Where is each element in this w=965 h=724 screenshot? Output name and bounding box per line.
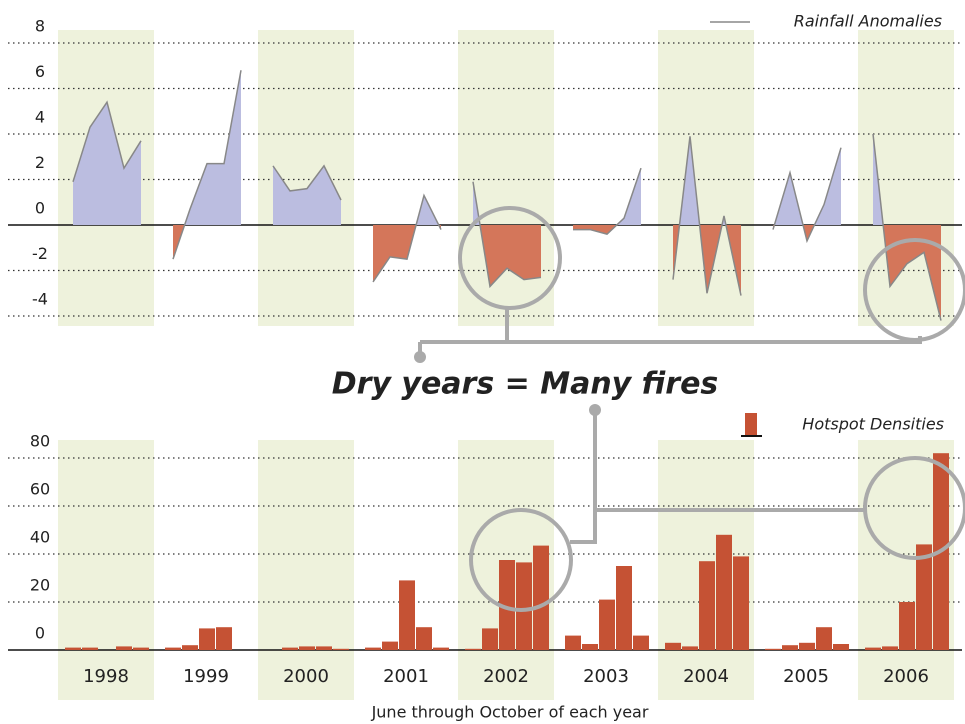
line (72, 100, 142, 183)
bar (582, 644, 598, 650)
bar (499, 560, 515, 650)
year-band (458, 30, 554, 326)
line (872, 133, 942, 321)
bar (82, 647, 98, 650)
bar (133, 647, 149, 650)
y-tick-label: 80 (30, 432, 50, 451)
y-tick-label: 8 (35, 17, 45, 36)
line (772, 147, 842, 244)
bar (216, 627, 232, 650)
bar (465, 648, 481, 650)
y-tick-label: 0 (35, 199, 45, 218)
x-tick-label: 2003 (583, 666, 629, 687)
line (573, 167, 642, 235)
bar (299, 646, 315, 650)
bar (599, 599, 615, 650)
bar (682, 646, 698, 650)
bar (733, 556, 749, 650)
x-tick-label: 1998 (83, 666, 129, 687)
line (272, 164, 342, 201)
area-positive (774, 147, 841, 225)
bar (282, 647, 298, 650)
area-negative (373, 225, 441, 282)
line (172, 70, 242, 260)
x-tick-label: 2002 (483, 666, 529, 687)
legend-label: Hotspot Densities (802, 415, 944, 434)
y-tick-label: 60 (30, 480, 50, 499)
annotation-shapes (414, 206, 965, 612)
y-tick-label: -4 (32, 290, 48, 309)
bar (916, 544, 932, 650)
year-band (258, 30, 354, 326)
bar (365, 647, 381, 650)
bar (116, 646, 132, 650)
x-tick-label: 2001 (383, 666, 429, 687)
bar (65, 647, 81, 650)
area-positive (73, 102, 141, 225)
bar (199, 628, 215, 650)
bar (633, 635, 649, 650)
bar (882, 646, 898, 650)
bar (616, 566, 632, 650)
x-tick-label: 2000 (283, 666, 329, 687)
bar (565, 635, 581, 650)
x-tick-label: 2006 (883, 666, 929, 687)
area-positive (679, 136, 726, 225)
area-positive (416, 195, 439, 225)
area-negative (773, 225, 841, 241)
area-positive (273, 165, 341, 225)
legend-label: Rainfall Anomalies (794, 12, 942, 31)
legend-swatch (745, 413, 757, 435)
bar (382, 641, 398, 650)
x-tick-label: 1999 (183, 666, 229, 687)
y-tick-label: 6 (35, 62, 45, 81)
bar (899, 602, 915, 650)
y-tick-label: 2 (35, 153, 45, 172)
area-negative (273, 225, 341, 226)
line (372, 193, 442, 283)
year-band (258, 440, 354, 700)
bar (399, 580, 415, 650)
line (472, 181, 542, 289)
y-tick-label: 4 (35, 108, 45, 127)
year-band (58, 440, 154, 700)
x-tick-label: 2004 (683, 666, 729, 687)
area-positive (873, 134, 884, 225)
y-tick-label: 20 (30, 576, 50, 595)
area-negative (673, 225, 741, 296)
y-tick-label: -2 (32, 244, 48, 263)
bar (482, 628, 498, 650)
area-negative (573, 225, 641, 235)
bar (516, 562, 532, 650)
bar (533, 545, 549, 650)
bar (333, 648, 349, 650)
x-axis-label: June through October of each year (371, 703, 649, 722)
area-negative (473, 225, 541, 287)
y-tick-label: 40 (30, 528, 50, 547)
area-positive (616, 168, 641, 225)
area-negative (173, 225, 241, 260)
bar (865, 647, 881, 650)
bar (699, 561, 715, 650)
bar (665, 642, 681, 650)
bar (716, 534, 732, 650)
x-tick-label: 2005 (783, 666, 829, 687)
bar (816, 627, 832, 650)
bar (799, 642, 815, 650)
bar (833, 644, 849, 650)
bar (782, 645, 798, 650)
bar (416, 627, 432, 650)
bar (165, 647, 181, 650)
line (672, 136, 742, 296)
area-positive (473, 181, 481, 225)
bar (316, 646, 332, 650)
area-negative (73, 225, 141, 226)
y-tick-label: 0 (35, 624, 45, 643)
annotation: Dry years = Many fires (332, 367, 719, 402)
bar (433, 647, 449, 650)
bar (182, 645, 198, 650)
bar (765, 648, 781, 650)
